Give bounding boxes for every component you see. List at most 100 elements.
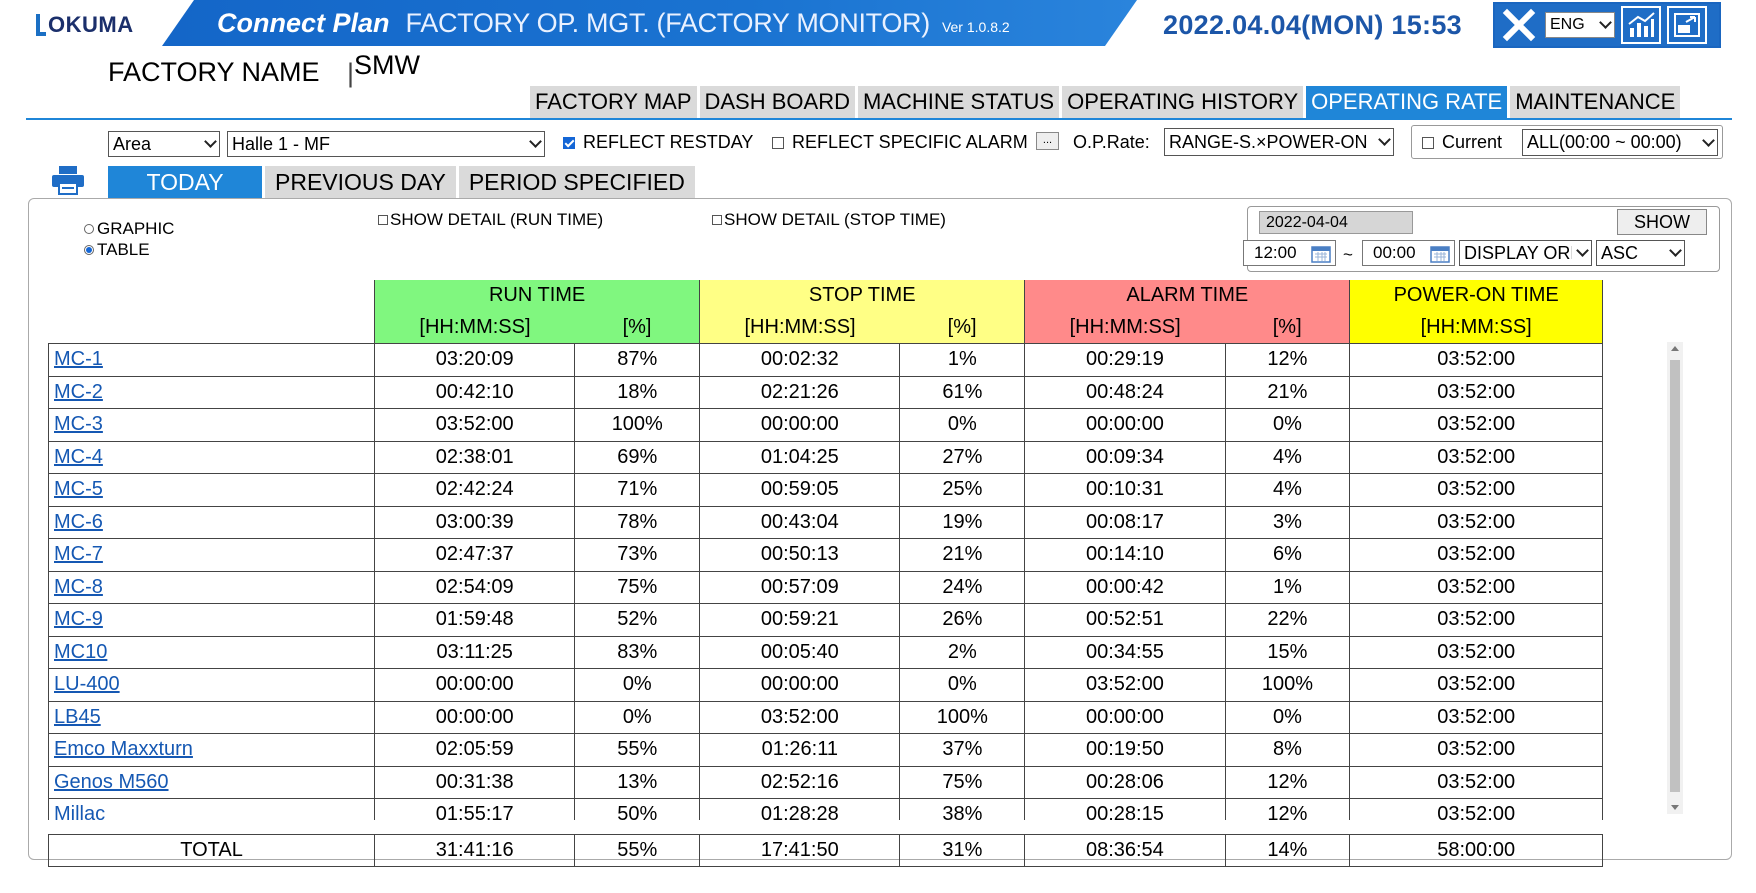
run-time-cell: 02:54:09: [374, 570, 576, 604]
machine-link[interactable]: Emco Maxxturn: [54, 738, 193, 761]
total-label: TOTAL: [47, 834, 376, 867]
table-header-row: RUN TIME STOP TIME ALARM TIME POWER-ON T…: [49, 280, 1603, 311]
machine-link[interactable]: MC-8: [54, 575, 103, 598]
end-time-input[interactable]: 00:00: [1362, 240, 1455, 266]
table-scrollbar[interactable]: [1667, 342, 1683, 814]
machine-link[interactable]: MC-4: [54, 445, 103, 468]
area-value: Halle 1 - MF: [232, 133, 331, 154]
run-time-cell: 01:55:17: [374, 798, 576, 820]
run-pct-cell: 0%: [574, 700, 701, 734]
display-order-value: DISPLAY ORDER: [1464, 242, 1572, 263]
total-run-pct: 55%: [574, 834, 701, 867]
stop-time-cell: 01:04:25: [699, 440, 901, 474]
reflect-alarm-checkbox[interactable]: REFLECT SPECIFIC ALARM: [772, 132, 1028, 153]
tab-machine-status[interactable]: MACHINE STATUS: [857, 86, 1060, 118]
machine-link[interactable]: MC-9: [54, 608, 103, 631]
time-range-select[interactable]: ALL(00:00 ~ 00:00): [1522, 129, 1718, 156]
display-order-select[interactable]: DISPLAY ORDER: [1459, 240, 1592, 266]
show-detail-run-checkbox[interactable]: SHOW DETAIL (RUN TIME): [378, 210, 603, 230]
machine-link[interactable]: MC-1: [54, 348, 103, 371]
power-on-time-header: POWER-ON TIME: [1349, 280, 1603, 311]
alarm-time-cell: 00:10:31: [1024, 473, 1226, 507]
app-banner: Connect Plan FACTORY OP. MGT. (FACTORY M…: [162, 0, 1137, 46]
stop-time-cell: 00:00:00: [699, 668, 901, 702]
show-detail-stop-checkbox[interactable]: SHOW DETAIL (STOP TIME): [712, 210, 946, 230]
table-row: LU-400 00:00:00 0% 00:00:00 0% 03:52:00 100% 03…: [48, 668, 1603, 702]
window-button[interactable]: [1667, 6, 1707, 44]
tab-operating-rate[interactable]: OPERATING RATE: [1306, 86, 1508, 118]
tab-factory-map[interactable]: FACTORY MAP: [530, 86, 697, 118]
machine-link[interactable]: MC10: [54, 640, 108, 663]
radio-off-icon: [84, 224, 94, 234]
graphic-radio[interactable]: GRAPHIC: [84, 219, 174, 239]
stop-time-header: STOP TIME: [699, 280, 1026, 311]
machine-name-cell: MC-7: [48, 538, 376, 572]
machine-link[interactable]: MC-2: [54, 380, 103, 403]
alarm-pct-cell: 0%: [1224, 408, 1351, 442]
sort-direction-select[interactable]: ASC: [1596, 240, 1685, 266]
stop-time-cell: 00:50:13: [699, 538, 901, 572]
stop-pct-cell: 27%: [899, 440, 1026, 474]
scroll-thumb[interactable]: [1670, 360, 1680, 792]
area-select[interactable]: Halle 1 - MF: [227, 131, 545, 157]
tab-dash-board[interactable]: DASH BOARD: [699, 86, 855, 118]
machine-name-cell: MC-6: [48, 506, 376, 539]
reflect-restday-checkbox[interactable]: REFLECT RESTDAY: [563, 132, 753, 153]
oprate-select[interactable]: RANGE-S.×POWER-ON: [1164, 128, 1394, 156]
alarm-pct-cell: 100%: [1224, 668, 1351, 702]
machine-link[interactable]: MC-5: [54, 478, 103, 501]
tab-operating-history[interactable]: OPERATING HISTORY: [1062, 86, 1304, 118]
table-row: MC-3 03:52:00 100% 00:00:00 0% 00:00:00 0% 03:5…: [48, 408, 1603, 442]
scroll-down-icon: [1671, 805, 1679, 810]
start-time-input[interactable]: 12:00: [1243, 240, 1336, 266]
power-on-time-cell: 03:52:00: [1349, 798, 1603, 820]
run-time-cell: 03:00:39: [374, 505, 576, 539]
power-on-time-cell: 03:52:00: [1349, 765, 1603, 799]
area-type-select[interactable]: Area: [108, 131, 220, 157]
machine-link[interactable]: LU-400: [54, 673, 120, 696]
alarm-time-cell: 00:28:06: [1024, 765, 1226, 799]
alarm-time-cell: 00:09:34: [1024, 440, 1226, 474]
close-button[interactable]: [1499, 6, 1539, 44]
language-select[interactable]: ENG: [1545, 12, 1615, 38]
brand-name: Connect Plan: [217, 7, 390, 38]
machine-name-cell: MC-2: [48, 376, 376, 409]
alarm-time-cell: 00:00:00: [1024, 408, 1226, 442]
tab-period-specified[interactable]: PERIOD SPECIFIED: [458, 166, 695, 198]
table-row: MC-6 03:00:39 78% 00:43:04 19% 00:08:17 3% 03:5…: [48, 505, 1603, 539]
machine-link[interactable]: MC-7: [54, 543, 103, 566]
show-button[interactable]: SHOW: [1617, 209, 1707, 235]
table-unit-row: [HH:MM:SS] [%] [HH:MM:SS] [%] [HH:MM:SS]…: [48, 311, 1603, 344]
stop-pct-cell: 2%: [899, 635, 1026, 669]
language-value: ENG: [1550, 16, 1585, 33]
tab-maintenance[interactable]: MAINTENANCE: [1510, 86, 1681, 118]
run-time-cell: 01:59:48: [374, 603, 576, 637]
run-time-header: RUN TIME: [374, 280, 701, 311]
stop-pct-cell: 61%: [899, 375, 1026, 409]
date-input[interactable]: 2022-04-04: [1259, 211, 1413, 234]
time-range-value: ALL(00:00 ~ 00:00): [1527, 132, 1682, 152]
scroll-up-icon: [1671, 346, 1679, 351]
current-checkbox[interactable]: Current: [1422, 132, 1502, 153]
calendar-icon: [1311, 246, 1331, 263]
show-detail-run-label: SHOW DETAIL (RUN TIME): [390, 210, 604, 229]
end-time-value: 00:00: [1373, 243, 1416, 262]
table-row: MC-4 02:38:01 69% 01:04:25 27% 00:09:34 4% 03:5…: [48, 440, 1603, 474]
tab-today[interactable]: TODAY: [108, 166, 262, 198]
machine-link[interactable]: MC-6: [54, 510, 103, 533]
table-radio[interactable]: TABLE: [84, 240, 150, 260]
stop-pct-cell: 0%: [899, 668, 1026, 702]
chart-report-button[interactable]: [1621, 6, 1661, 44]
machine-link[interactable]: LB45: [54, 705, 101, 728]
show-detail-stop-label: SHOW DETAIL (STOP TIME): [724, 210, 946, 229]
reflect-restday-label: REFLECT RESTDAY: [583, 132, 754, 152]
table-row: LB45 00:00:00 0% 03:52:00 100% 00:00:00 0% 03:5…: [48, 700, 1603, 734]
run-pct-cell: 100%: [574, 408, 701, 442]
machine-link[interactable]: MC-3: [54, 413, 103, 436]
machine-link[interactable]: Millac: [54, 803, 106, 820]
print-button[interactable]: [50, 164, 86, 201]
machine-link[interactable]: Genos M560: [54, 770, 169, 793]
tab-previous-day[interactable]: PREVIOUS DAY: [265, 166, 456, 198]
alarm-time-cell: 00:52:51: [1024, 603, 1226, 637]
alarm-settings-button[interactable]: ...: [1036, 132, 1059, 150]
